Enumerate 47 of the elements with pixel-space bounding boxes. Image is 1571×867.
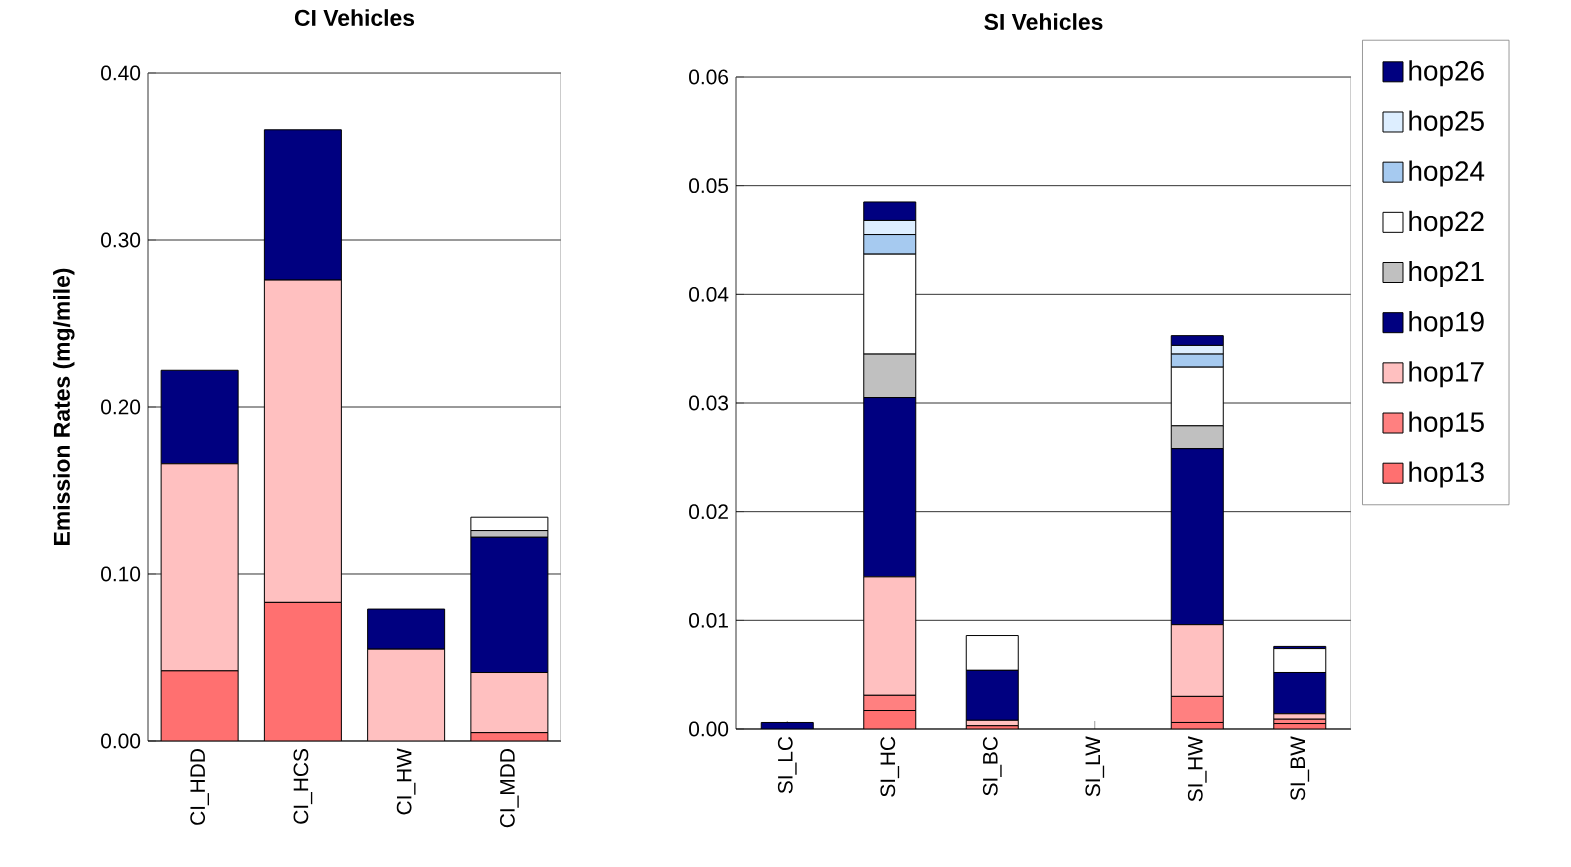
y-axis-title: Emission Rates (mg/mile) (53, 268, 75, 545)
bar (160, 670, 239, 741)
y-tick-label: 0.06 (689, 69, 729, 85)
bar (965, 635, 1019, 671)
y-tick-label: 0.04 (689, 286, 729, 302)
chart-title: SI Vehicles (984, 13, 1103, 30)
bar (965, 669, 1019, 721)
x-tick-label: SI_LW (1085, 736, 1105, 797)
x-tick-label: CI_HW (396, 748, 416, 815)
bar (863, 397, 917, 578)
legend-label: hop26 (1409, 60, 1484, 87)
y-tick-label: 0.00 (689, 721, 729, 737)
legend-label: hop24 (1409, 160, 1485, 187)
x-tick-label: SI_HW (1187, 736, 1207, 802)
y-tick-label: 0.20 (101, 399, 141, 415)
y-tick-label: 0.05 (689, 178, 729, 194)
y-tick-label: 0.10 (101, 566, 141, 582)
y-tick-label: 0.30 (101, 232, 141, 248)
legend-label: hop17 (1409, 361, 1484, 388)
legend-label: hop15 (1409, 411, 1484, 438)
y-tick-label: 0.40 (101, 65, 141, 81)
x-tick-label: SI_LC (777, 736, 797, 794)
legend-label: hop19 (1409, 311, 1484, 338)
bar (263, 601, 342, 741)
bar (1170, 448, 1224, 626)
y-tick-label: 0.01 (689, 612, 728, 628)
bar (367, 608, 446, 650)
bar (367, 648, 446, 741)
y-tick-label: 0.03 (689, 395, 729, 411)
legend-label: hop13 (1409, 461, 1484, 488)
x-tick-label: SI_HC (880, 736, 900, 797)
legend-label: hop25 (1409, 110, 1484, 137)
bar (1273, 671, 1327, 715)
x-tick-label: SI_BC (982, 736, 1002, 796)
y-tick-label: 0.02 (689, 504, 728, 520)
y-tick-label: 0.00 (101, 733, 141, 749)
legend-label: hop21 (1409, 260, 1484, 287)
chart-title: CI Vehicles (294, 9, 415, 26)
x-tick-label: CI_HDD (190, 749, 210, 825)
bar (160, 463, 239, 672)
x-tick-label: CI_HCS (293, 749, 313, 824)
bar (470, 672, 549, 734)
x-tick-label: CI_MDD (500, 749, 519, 828)
bar (263, 279, 342, 603)
legend-label: hop22 (1409, 210, 1484, 237)
bar (863, 710, 917, 729)
x-tick-label: SI_BW (1290, 736, 1310, 801)
